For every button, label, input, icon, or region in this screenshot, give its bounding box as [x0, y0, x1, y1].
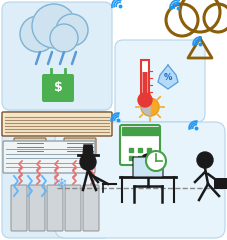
FancyBboxPatch shape — [213, 178, 227, 189]
Text: ❄: ❄ — [56, 177, 67, 191]
Wedge shape — [149, 98, 158, 116]
FancyBboxPatch shape — [14, 138, 46, 154]
Text: %: % — [163, 73, 171, 83]
FancyBboxPatch shape — [47, 185, 63, 231]
FancyBboxPatch shape — [140, 60, 148, 96]
Circle shape — [196, 152, 212, 168]
Circle shape — [32, 4, 76, 48]
FancyBboxPatch shape — [132, 157, 162, 177]
Circle shape — [145, 151, 165, 171]
FancyBboxPatch shape — [83, 185, 99, 231]
Polygon shape — [121, 127, 157, 135]
Polygon shape — [157, 65, 177, 89]
Circle shape — [56, 14, 88, 46]
Circle shape — [137, 93, 151, 107]
Wedge shape — [140, 98, 149, 116]
FancyBboxPatch shape — [142, 72, 147, 94]
FancyBboxPatch shape — [65, 185, 81, 231]
FancyBboxPatch shape — [3, 141, 95, 173]
Polygon shape — [83, 145, 93, 155]
Text: $: $ — [53, 80, 62, 94]
FancyBboxPatch shape — [2, 112, 111, 136]
Circle shape — [20, 16, 56, 52]
FancyBboxPatch shape — [64, 138, 96, 154]
FancyBboxPatch shape — [42, 74, 74, 102]
Circle shape — [80, 154, 96, 170]
FancyBboxPatch shape — [29, 185, 45, 231]
Circle shape — [50, 24, 78, 52]
Circle shape — [139, 154, 155, 170]
FancyBboxPatch shape — [2, 2, 111, 110]
FancyBboxPatch shape — [114, 40, 204, 122]
FancyBboxPatch shape — [11, 185, 27, 231]
FancyBboxPatch shape — [2, 111, 111, 238]
FancyBboxPatch shape — [119, 125, 159, 165]
FancyBboxPatch shape — [55, 122, 224, 238]
